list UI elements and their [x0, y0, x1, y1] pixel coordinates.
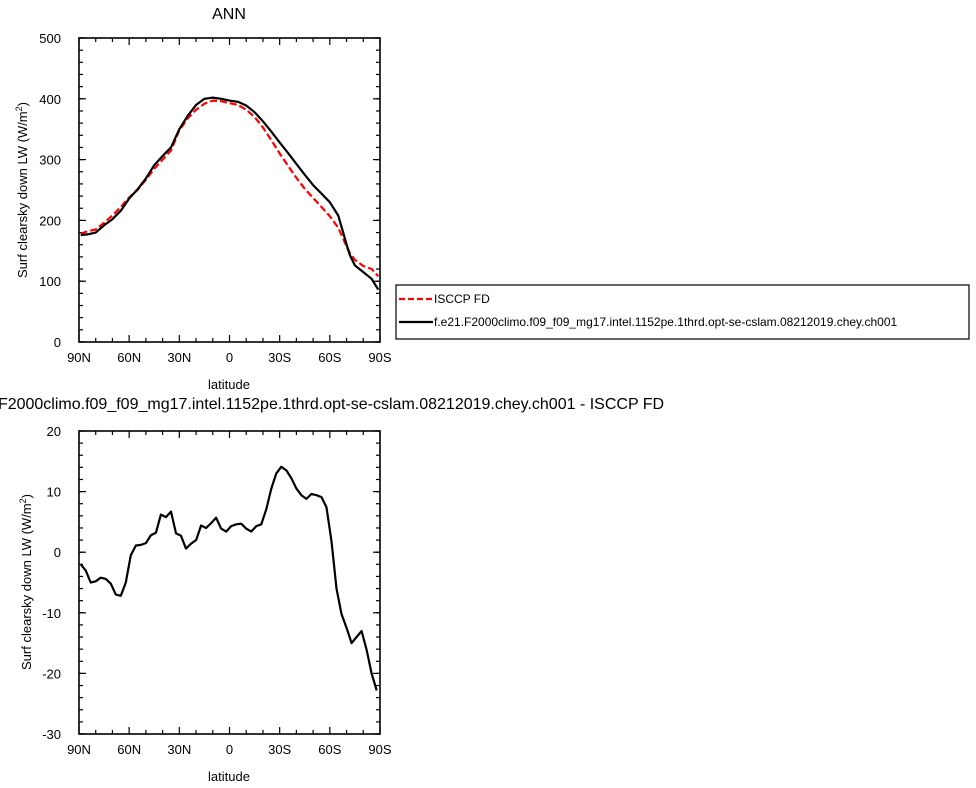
- panel-top-ticks: 90N 60N 30N 0 30S 60S 90S 0 100 200 300 400 500: [39, 31, 392, 365]
- x-tick-label: 60N: [117, 742, 141, 757]
- panel-top-series: [80, 96, 380, 291]
- panel-top-xlabel: latitude: [208, 377, 250, 392]
- series-line-top-1: [80, 96, 380, 291]
- y-tick-label: 200: [39, 213, 61, 228]
- x-tick-label: 0: [226, 742, 233, 757]
- x-tick-label: 0: [226, 350, 233, 365]
- x-tick-label: 30N: [167, 350, 191, 365]
- panel-bottom-ticks: 90N 60N 30N 0 30S 60S 90S -30 -20 -10 0 10 20: [42, 424, 392, 757]
- series-line-bottom-0: [79, 465, 378, 691]
- panel-top: ANN 90N 60N 30N 0 30S 60S 90S0100200300400500 …: [14, 6, 392, 392]
- x-tick-label: 90N: [67, 350, 91, 365]
- legend-label-model: f.e21.F2000climo.f09_f09_mg17.intel.1152…: [434, 315, 898, 329]
- y-tick-label: 300: [39, 153, 61, 168]
- x-tick-label: 30S: [268, 742, 291, 757]
- panel-bottom-title: f.e21.F2000climo.f09_f09_mg17.intel.1152…: [0, 396, 664, 413]
- panel-bottom-frame: [78, 430, 381, 735]
- legend-box: [395, 284, 970, 340]
- x-tick-label: 30S: [268, 350, 291, 365]
- panel-top-ylabel: Surf clearsky down LW (W/m2): [14, 102, 30, 278]
- y-tick-label: 400: [39, 92, 61, 107]
- y-tick-label: 0: [54, 335, 61, 350]
- panel-top-title: ANN: [212, 6, 246, 23]
- panel-bottom-series: [79, 465, 378, 691]
- y-tick-label: 0: [54, 545, 61, 560]
- panel-bottom-xlabel: latitude: [208, 769, 250, 784]
- x-tick-label: 90N: [67, 742, 91, 757]
- y-tick-label: 500: [39, 31, 61, 46]
- y-tick-label: -30: [42, 727, 61, 742]
- x-tick-label: 60N: [117, 350, 141, 365]
- x-tick-label: 60S: [318, 742, 341, 757]
- x-tick-label: 60S: [318, 350, 341, 365]
- y-tick-label: 20: [47, 424, 61, 439]
- x-tick-label: 90S: [368, 350, 391, 365]
- panel-bottom: f.e21.F2000climo.f09_f09_mg17.intel.1152…: [0, 396, 664, 784]
- y-tick-label: 100: [39, 274, 61, 289]
- legend-label-isccp: ISCCP FD: [434, 292, 490, 306]
- panel-bottom-ylabel: Surf clearsky down LW (W/m2): [18, 494, 34, 670]
- x-tick-label: 30N: [167, 742, 191, 757]
- series-line-top-0: [80, 99, 380, 278]
- y-tick-label: -20: [42, 666, 61, 681]
- legend: ISCCP FD f.e21.F2000climo.f09_f09_mg17.i…: [395, 284, 970, 340]
- y-tick-label: -10: [42, 606, 61, 621]
- panel-top-frame: [78, 37, 381, 343]
- y-tick-label: 10: [47, 485, 61, 500]
- x-tick-label: 90S: [368, 742, 391, 757]
